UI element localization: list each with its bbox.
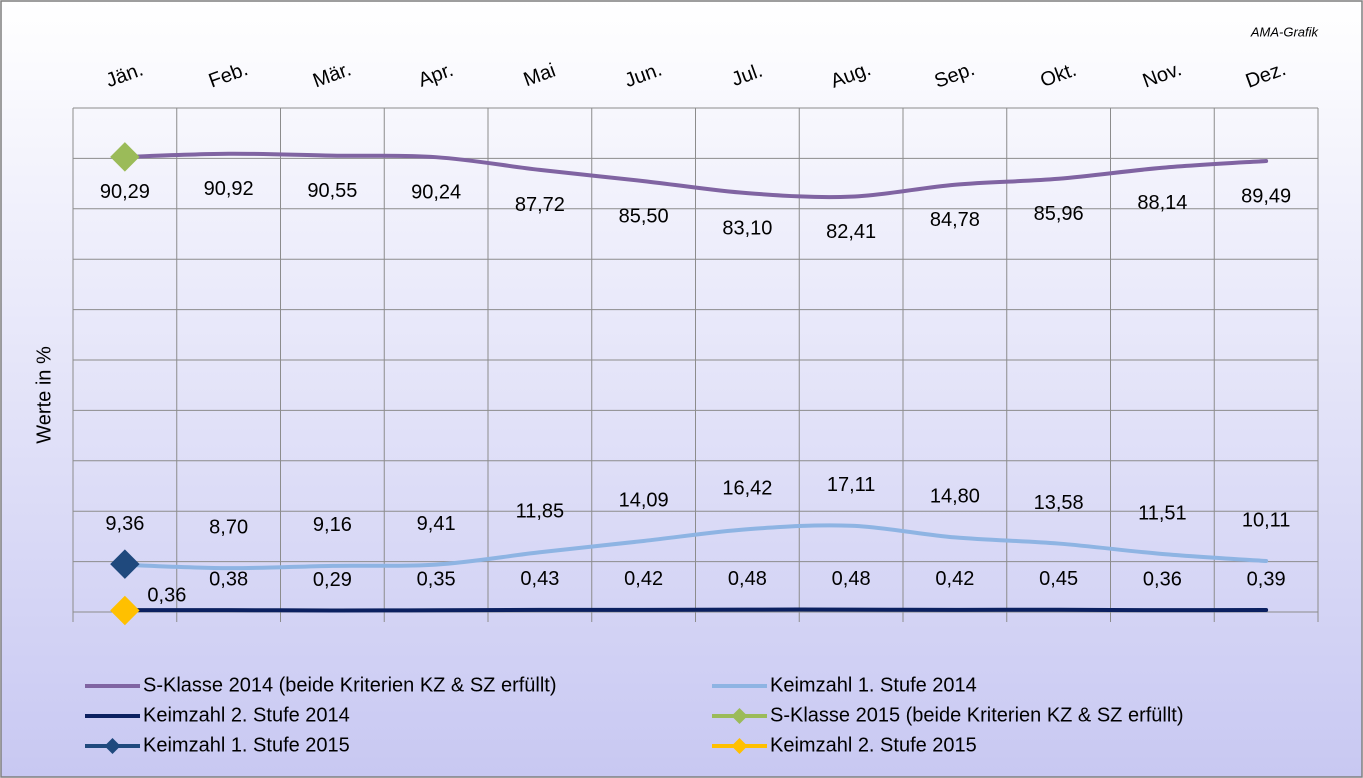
- y-axis-label: Werte in %: [33, 346, 55, 444]
- data-label: 16,42: [722, 478, 772, 500]
- series-line: [122, 607, 1269, 613]
- data-label: 11,85: [516, 501, 565, 523]
- data-label: 0,38: [209, 568, 248, 590]
- data-label: 0,36: [147, 584, 186, 606]
- data-label: 10,11: [1242, 509, 1291, 531]
- data-label: 87,72: [515, 194, 565, 216]
- legend-label: Keimzahl 1. Stufe 2015: [143, 734, 350, 756]
- data-label: 83,10: [722, 217, 772, 239]
- marker: [110, 595, 140, 626]
- data-label: 0,39: [1247, 568, 1286, 590]
- data-label: 9,41: [417, 513, 456, 535]
- data-label: 17,11: [827, 474, 876, 496]
- legend-marker: [731, 708, 748, 724]
- data-label: 13,58: [1034, 492, 1084, 514]
- data-label: 88,14: [1137, 192, 1187, 214]
- marker: [110, 142, 140, 172]
- data-label: 89,49: [1241, 185, 1291, 207]
- data-label: 82,41: [826, 221, 876, 243]
- data-label: 0,48: [728, 568, 767, 590]
- source: AMA-Grafik: [1250, 24, 1320, 39]
- legend-marker: [731, 738, 748, 754]
- data-label: 0,29: [313, 569, 352, 591]
- legend-label: S-Klasse 2015 (beide Kriterien KZ & SZ e…: [770, 704, 1184, 726]
- data-label: 90,55: [307, 180, 357, 202]
- data-label: 0,42: [624, 568, 663, 590]
- marker: [110, 549, 140, 579]
- legend-label: Keimzahl 1. Stufe 2014: [770, 674, 977, 696]
- series-line: [122, 523, 1269, 571]
- data-label: 90,92: [204, 178, 254, 200]
- data-label: 90,24: [411, 181, 461, 203]
- data-label: 90,29: [100, 181, 150, 203]
- data-label: 0,35: [417, 569, 456, 591]
- legend-label: Keimzahl 2. Stufe 2015: [770, 734, 977, 756]
- data-label: 8,70: [209, 516, 248, 538]
- data-label: 0,36: [1143, 568, 1182, 590]
- data-label: 85,96: [1034, 203, 1084, 225]
- legend-marker: [104, 738, 121, 754]
- data-label: 0,45: [1039, 568, 1078, 590]
- series-line: [122, 151, 1269, 200]
- data-label: 0,43: [520, 568, 559, 590]
- data-label: 84,78: [930, 209, 980, 231]
- legend-label: S-Klasse 2014 (beide Kriterien KZ & SZ e…: [143, 674, 557, 696]
- data-label: 0,42: [935, 568, 974, 590]
- data-label: 11,51: [1138, 502, 1187, 524]
- data-label: 14,80: [930, 486, 980, 508]
- data-label: 0,48: [832, 568, 871, 590]
- data-label: 85,50: [619, 205, 669, 227]
- legend-label: Keimzahl 2. Stufe 2014: [143, 704, 350, 726]
- data-label: 14,09: [619, 489, 669, 511]
- data-label: 9,36: [105, 513, 144, 535]
- data-label: 9,16: [313, 514, 352, 536]
